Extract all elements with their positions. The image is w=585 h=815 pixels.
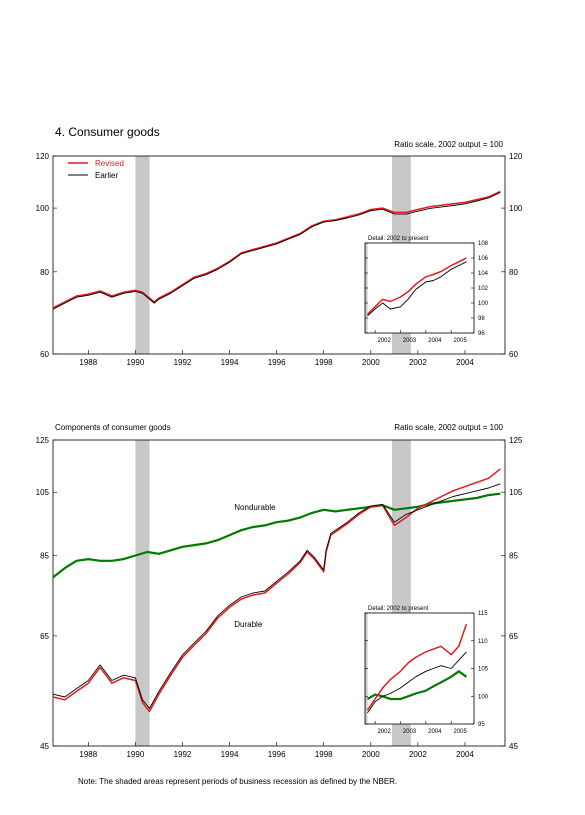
x-tick-label: 1990 xyxy=(126,358,144,367)
x-tick-label: 1992 xyxy=(174,358,192,367)
x-tick-label: 1992 xyxy=(174,750,192,759)
x-tick-label: 2004 xyxy=(456,358,474,367)
y-tick-label-left: 80 xyxy=(40,268,49,277)
inset-y-tick-label: 100 xyxy=(478,301,489,307)
series-line-earlier xyxy=(52,192,501,310)
bottom-chart-title: Components of consumer goods xyxy=(55,423,171,432)
x-tick-label: 1990 xyxy=(126,750,144,759)
inset-y-tick-label: 105 xyxy=(478,667,489,673)
inset-y-tick-label: 98 xyxy=(478,316,485,322)
inset-x-tick-label: 2003 xyxy=(403,729,417,735)
inset-series-line-earlier xyxy=(367,261,467,317)
x-tick-label: 2002 xyxy=(409,358,427,367)
bottom-chart: 45 45 65 65 85 85 105 105 125 125 1988 1990 1992 1994… xyxy=(36,436,523,759)
inset-chart: Detail: 2002 to present 96 98 100 102 104 106 1… xyxy=(364,236,489,344)
inset-title: Detail: 2002 to present xyxy=(368,236,429,242)
x-tick-label: 1988 xyxy=(79,750,97,759)
y-tick-label-right: 45 xyxy=(509,742,518,751)
x-tick-label: 1988 xyxy=(79,358,97,367)
footnote: Note: The shaded areas represent periods… xyxy=(78,777,397,786)
inset-x-tick-label: 2003 xyxy=(403,338,417,344)
bottom-scale-note: Ratio scale, 2002 output = 100 xyxy=(394,423,503,432)
inset-y-tick-label: 104 xyxy=(478,271,489,277)
x-tick-label: 1996 xyxy=(268,358,286,367)
x-tick-label: 2000 xyxy=(362,750,380,759)
legend-label-earlier: Earlier xyxy=(95,171,118,180)
x-tick-label: 1998 xyxy=(315,358,333,367)
recession-band xyxy=(135,156,150,354)
inset-y-tick-label: 95 xyxy=(478,722,485,728)
inset-y-tick-label: 110 xyxy=(478,639,488,645)
inset-x-tick-label: 2004 xyxy=(428,729,442,735)
y-tick-label-right: 60 xyxy=(509,350,518,359)
inset-x-tick-label: 2002 xyxy=(377,338,391,344)
inset-x-tick-label: 2005 xyxy=(454,729,468,735)
y-tick-label-right: 125 xyxy=(509,436,523,445)
inset-series-line-durable-earlier xyxy=(367,651,467,714)
inset-title: Detail: 2002 to present xyxy=(368,606,429,612)
y-tick-label-left: 65 xyxy=(40,632,49,641)
inset-series-line-revised xyxy=(366,257,467,315)
inset-y-tick-label: 96 xyxy=(478,331,485,337)
inset-chart: Detail: 2002 to present 95 100 105 110 115 200… xyxy=(364,606,489,735)
series-line-durable-earlier xyxy=(52,483,501,709)
inset-background xyxy=(365,243,474,333)
inset-y-tick-label: 108 xyxy=(478,241,489,247)
inset-background xyxy=(365,613,474,724)
x-tick-label: 2004 xyxy=(456,750,474,759)
y-tick-label-left: 120 xyxy=(36,152,50,161)
y-tick-label-right: 80 xyxy=(509,268,518,277)
inset-y-tick-label: 102 xyxy=(478,286,489,292)
top-chart: 60 60 80 80 100 100 120 120 1988 1990 1992 1994 1996… xyxy=(36,152,523,367)
y-tick-label-right: 105 xyxy=(509,488,523,497)
x-tick-label: 2002 xyxy=(409,750,427,759)
inset-x-tick-label: 2004 xyxy=(428,338,442,344)
recession-band xyxy=(135,440,150,746)
y-tick-label-left: 105 xyxy=(36,488,50,497)
series-annotation: Nondurable xyxy=(234,503,276,512)
x-tick-label: 1994 xyxy=(221,358,239,367)
inset-x-tick-label: 2002 xyxy=(377,729,391,735)
x-tick-label: 1994 xyxy=(221,750,239,759)
y-tick-label-left: 100 xyxy=(36,204,50,213)
frame xyxy=(52,439,506,747)
top-scale-note: Ratio scale, 2002 output = 100 xyxy=(394,140,503,149)
inset-y-tick-label: 100 xyxy=(478,694,489,700)
y-tick-label-left: 45 xyxy=(40,742,49,751)
inset-x-tick-label: 2005 xyxy=(454,338,468,344)
x-tick-label: 1996 xyxy=(268,750,286,759)
y-tick-label-left: 125 xyxy=(36,436,50,445)
series-line-revised xyxy=(52,190,501,309)
y-tick-label-right: 85 xyxy=(509,552,518,561)
series-line-nondurable xyxy=(52,492,501,579)
legend-label-revised: Revised xyxy=(95,159,124,168)
frame xyxy=(52,155,506,355)
y-tick-label-right: 65 xyxy=(509,632,518,641)
inset-y-tick-label: 106 xyxy=(478,256,489,262)
inset-series-line-durable-revised xyxy=(366,623,468,711)
y-tick-label-left: 60 xyxy=(40,350,49,359)
top-legend: Revised Earlier xyxy=(68,159,124,180)
inset-y-tick-label: 115 xyxy=(478,611,488,617)
page-title: 4. Consumer goods xyxy=(55,125,160,139)
y-tick-label-right: 100 xyxy=(509,204,523,213)
y-tick-label-left: 85 xyxy=(40,552,49,561)
series-line-durable-revised xyxy=(52,468,501,713)
x-tick-label: 2000 xyxy=(362,358,380,367)
x-tick-label: 1998 xyxy=(315,750,333,759)
y-tick-label-right: 120 xyxy=(509,152,523,161)
series-annotation: Durable xyxy=(234,620,263,629)
